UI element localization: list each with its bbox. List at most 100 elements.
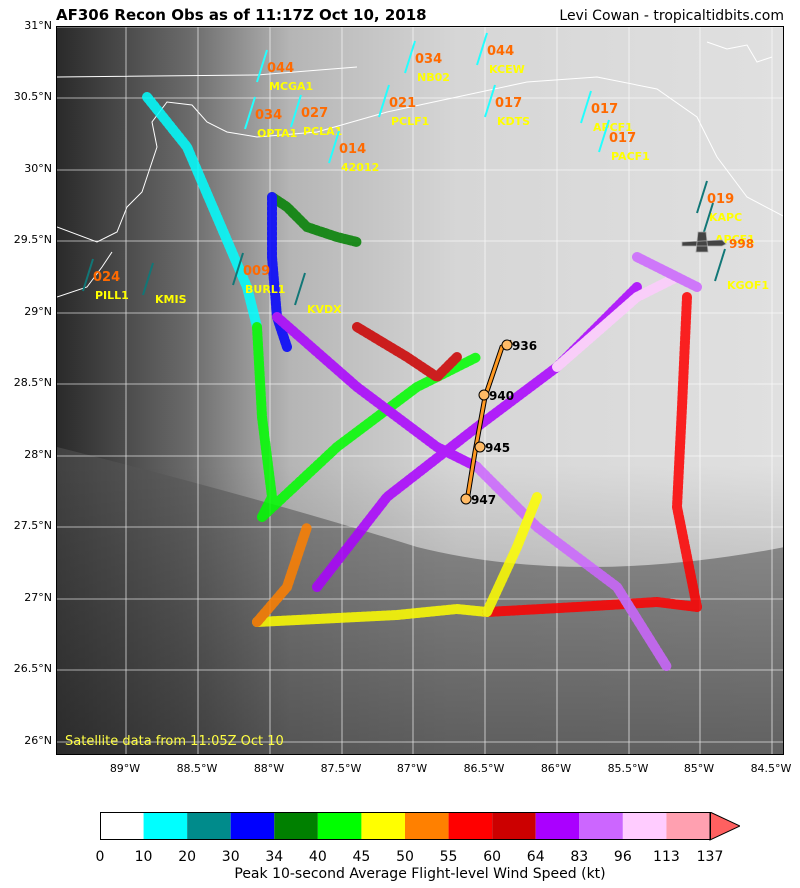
lon-tick-label: 87°W xyxy=(396,762,428,775)
colorbar-swatch xyxy=(143,812,188,840)
pressure-fix-label: 947 xyxy=(471,493,496,507)
colorbar-tick-label: 10 xyxy=(134,849,153,865)
track-segment xyxy=(272,312,482,472)
station-barb xyxy=(232,252,244,286)
station-value: 044 xyxy=(267,61,294,76)
lon-tick-label: 85.5°W xyxy=(607,762,649,775)
track-segment xyxy=(352,322,462,384)
pressure-fix-label: 936 xyxy=(512,339,537,353)
pressure-fix-marker xyxy=(501,339,513,351)
station-id: KGOF1 xyxy=(727,279,769,292)
pressure-fix-marker xyxy=(460,493,472,505)
lon-tick-label: 86.5°W xyxy=(463,762,505,775)
station-barb xyxy=(580,90,592,124)
colorbar-swatch xyxy=(492,812,536,840)
station-barb xyxy=(244,96,256,130)
track-segment xyxy=(632,252,702,292)
colorbar-swatch xyxy=(448,812,493,840)
lat-tick-label: 30°N xyxy=(24,162,52,175)
colorbar-tick-label: 64 xyxy=(526,849,545,865)
colorbar-tick-label: 30 xyxy=(221,849,240,865)
colorbar-swatch xyxy=(230,812,275,840)
station-barb xyxy=(290,94,302,128)
flight-tracks xyxy=(142,92,702,672)
station-barb xyxy=(294,272,306,306)
station-barb xyxy=(696,180,708,214)
station-id: KDTS xyxy=(497,115,530,128)
station-id: MCGA1 xyxy=(269,80,313,93)
lon-tick-label: 86°W xyxy=(540,762,572,775)
lat-lon-grid xyxy=(57,27,783,754)
station-barb xyxy=(484,84,496,118)
station-id: NB02 xyxy=(417,71,450,84)
station-value: 017 xyxy=(609,131,636,146)
coastline xyxy=(57,41,783,298)
track-segment xyxy=(552,272,682,372)
station-barb xyxy=(476,32,488,66)
station-id: PCLA1 xyxy=(303,125,342,138)
pressure-fix-marker xyxy=(478,389,490,401)
station-id: KMIS xyxy=(155,293,187,306)
station-id: KVDX xyxy=(307,303,342,316)
colorbar-tick-label: 137 xyxy=(696,849,724,865)
station-obs: 044 MCGA1 034 OPTA1 027 PCLA1 014 42012 021 PCLF1… xyxy=(82,32,769,316)
lat-tick-label: 27°N xyxy=(24,591,52,604)
station-id: KCEW xyxy=(489,63,525,76)
station-barb xyxy=(378,84,390,118)
wind-colorbar xyxy=(100,812,740,841)
lon-tick-label: 85°W xyxy=(683,762,715,775)
station-value: 024 xyxy=(93,270,120,285)
colorbar-swatch xyxy=(535,812,580,840)
station-id: PACF1 xyxy=(611,150,650,163)
lat-tick-label: 27.5°N xyxy=(13,519,52,532)
colorbar-tick-label: 20 xyxy=(178,849,197,865)
track-segment xyxy=(267,192,292,352)
station-barb xyxy=(142,262,154,296)
colorbar-outline xyxy=(100,812,711,840)
colorbar-swatch xyxy=(622,812,667,840)
lon-tick-label: 87.5°W xyxy=(320,762,362,775)
colorbar-tick-label: 60 xyxy=(483,849,502,865)
station-id: PILL1 xyxy=(95,289,129,302)
lat-tick-label: 26.5°N xyxy=(13,662,52,675)
colorbar-tick-label: 34 xyxy=(265,849,284,865)
station-value: 034 xyxy=(255,108,282,123)
station-value: 014 xyxy=(339,142,366,157)
pressure-fix-label: 940 xyxy=(489,389,514,403)
track-segment xyxy=(252,522,312,627)
station-id: KAPC xyxy=(709,211,742,224)
station-barb xyxy=(256,49,268,83)
pressure-fix-marker xyxy=(474,441,486,453)
station-value: 017 xyxy=(591,102,618,117)
colorbar-tick-label: 45 xyxy=(352,849,371,865)
colorbar-swatch xyxy=(187,812,231,840)
lat-tick-label: 30.5°N xyxy=(13,90,52,103)
lat-tick-label: 26°N xyxy=(24,734,52,747)
station-id: PCLF1 xyxy=(391,115,429,128)
track-segment xyxy=(671,292,702,612)
station-barb xyxy=(82,258,94,292)
station-barb xyxy=(328,130,340,164)
recon-map: 044 MCGA1 034 OPTA1 027 PCLA1 014 42012 021 PCLF1… xyxy=(56,26,784,755)
station-value: 034 xyxy=(415,52,442,67)
colorbar-swatch xyxy=(274,812,318,840)
lat-tick-label: 29.5°N xyxy=(13,233,52,246)
map-credit: Levi Cowan - tropicaltidbits.com xyxy=(559,8,784,24)
map-title: AF306 Recon Obs as of 11:17Z Oct 10, 201… xyxy=(56,6,427,24)
map-canvas: 044 MCGA1 034 OPTA1 027 PCLA1 014 42012 021 PCLF1… xyxy=(57,27,783,754)
station-id: APCF1 xyxy=(593,121,633,134)
station-id: OPTA1 xyxy=(257,127,297,140)
track-segment xyxy=(482,596,702,617)
track-segment xyxy=(252,603,492,627)
track-segment xyxy=(482,492,542,617)
colorbar-tick-label: 83 xyxy=(570,849,589,865)
lon-tick-label: 88°W xyxy=(253,762,285,775)
colorbar-tick-label: 113 xyxy=(653,849,680,865)
colorbar-tick-label: 96 xyxy=(613,849,632,865)
lon-tick-label: 88.5°W xyxy=(176,762,218,775)
colorbar-swatch xyxy=(317,812,362,840)
lon-tick-label: 84.5°W xyxy=(750,762,792,775)
colorbar-swatch xyxy=(100,812,144,840)
pressure-fixes: 936 940 945 947 998 xyxy=(460,237,754,507)
colorbar-swatch xyxy=(666,812,710,840)
